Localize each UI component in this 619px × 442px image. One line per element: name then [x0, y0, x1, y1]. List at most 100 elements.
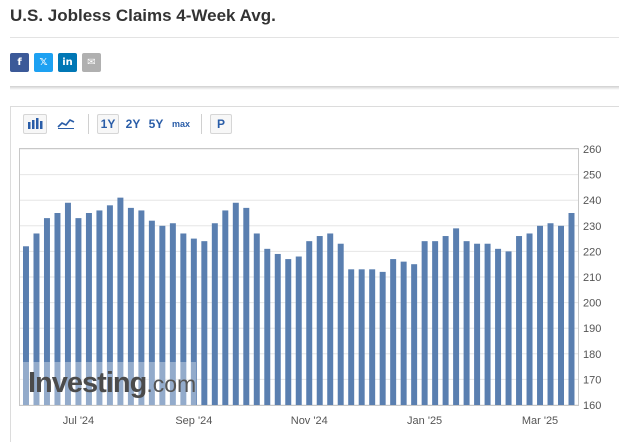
range-5y-button[interactable]: 5Y [148, 117, 164, 131]
bar-chart-icon [27, 117, 43, 132]
bar [43, 218, 50, 405]
page-title: U.S. Jobless Claims 4-Week Avg. [10, 6, 276, 25]
bar [547, 223, 554, 405]
x-tick-label: Nov '24 [291, 415, 328, 427]
bar [138, 210, 145, 405]
y-tick-label: 170 [583, 374, 601, 386]
investing-watermark: Investing.com [28, 367, 196, 400]
bar [96, 210, 103, 405]
bar [180, 233, 187, 405]
linkedin-share-button[interactable]: in [58, 53, 77, 72]
watermark-brand: Investing [28, 367, 147, 399]
email-share-button[interactable]: ✉ [82, 53, 101, 72]
x-tick-label: Jul '24 [63, 415, 94, 427]
x-tick-label: Jan '25 [407, 415, 442, 427]
bar [117, 197, 124, 405]
bar [54, 213, 61, 405]
y-tick-label: 160 [583, 400, 601, 412]
bar [337, 243, 344, 405]
bar [400, 261, 407, 405]
bar [327, 233, 334, 405]
bar [64, 202, 71, 405]
envelope-icon: ✉ [87, 57, 96, 68]
y-tick-label: 250 [583, 170, 601, 182]
facebook-share-button[interactable]: f [10, 53, 29, 72]
bar [85, 213, 92, 405]
bar [495, 248, 502, 405]
bar-chart-button[interactable] [23, 114, 47, 134]
bar [75, 218, 82, 405]
bar [285, 259, 292, 405]
chart-panel [10, 106, 619, 442]
y-tick-label: 240 [583, 195, 601, 207]
bar [411, 264, 418, 405]
panel-shadow-divider [10, 86, 619, 90]
bar [421, 241, 428, 405]
bar [243, 207, 250, 405]
bar [23, 246, 29, 405]
range-max-button[interactable]: max [171, 119, 190, 129]
y-tick-label: 180 [583, 349, 601, 361]
bar [348, 269, 355, 405]
x-tick-label: Sep '24 [175, 415, 212, 427]
bar [537, 225, 544, 405]
bar [253, 233, 260, 405]
bar [106, 205, 113, 405]
watermark-suffix: .com [146, 371, 197, 397]
facebook-icon: f [17, 57, 22, 68]
bar [211, 223, 218, 405]
bar [390, 259, 397, 405]
bar [127, 207, 134, 405]
bar [379, 271, 386, 405]
bar [484, 243, 491, 405]
linkedin-icon: in [62, 57, 73, 68]
y-tick-label: 190 [583, 323, 601, 335]
y-tick-label: 230 [583, 221, 601, 233]
bar [274, 253, 281, 405]
y-tick-label: 200 [583, 298, 601, 310]
bar [442, 236, 449, 405]
x-tick-label: Mar '25 [522, 415, 558, 427]
x-share-button[interactable]: 𝕏 [34, 53, 53, 72]
bar [453, 228, 460, 405]
chart-toolbar: 1Y 2Y 5Y max P [23, 113, 232, 135]
bar [432, 241, 439, 405]
line-chart-icon [57, 117, 75, 132]
plot-frame [19, 148, 579, 406]
bar [568, 213, 575, 405]
bar [516, 236, 523, 405]
bar [159, 225, 166, 405]
bar [201, 241, 208, 405]
bar [232, 202, 239, 405]
y-tick-label: 220 [583, 246, 601, 258]
bar [463, 241, 470, 405]
bar [505, 251, 512, 405]
bar [474, 243, 481, 405]
bar [190, 238, 197, 405]
watermark-band [20, 362, 196, 405]
bar [358, 269, 365, 405]
range-2y-button[interactable]: 2Y [125, 117, 141, 131]
toolbar-separator [201, 114, 202, 134]
y-tick-label: 260 [583, 144, 601, 156]
bar [295, 256, 302, 405]
toolbar-separator [88, 114, 89, 134]
bar [148, 220, 155, 405]
bar [316, 236, 323, 405]
p-button[interactable]: P [210, 114, 232, 134]
bar [264, 248, 271, 405]
range-1y-button[interactable]: 1Y [97, 114, 119, 134]
line-chart-button[interactable] [54, 114, 78, 134]
bar [306, 241, 313, 405]
bar [526, 233, 533, 405]
bar [33, 233, 40, 405]
bar [222, 210, 229, 405]
bar [558, 225, 564, 405]
title-divider [10, 37, 619, 38]
bar [169, 223, 176, 405]
y-tick-label: 210 [583, 272, 601, 284]
x-icon: 𝕏 [39, 57, 48, 68]
bar [369, 269, 376, 405]
